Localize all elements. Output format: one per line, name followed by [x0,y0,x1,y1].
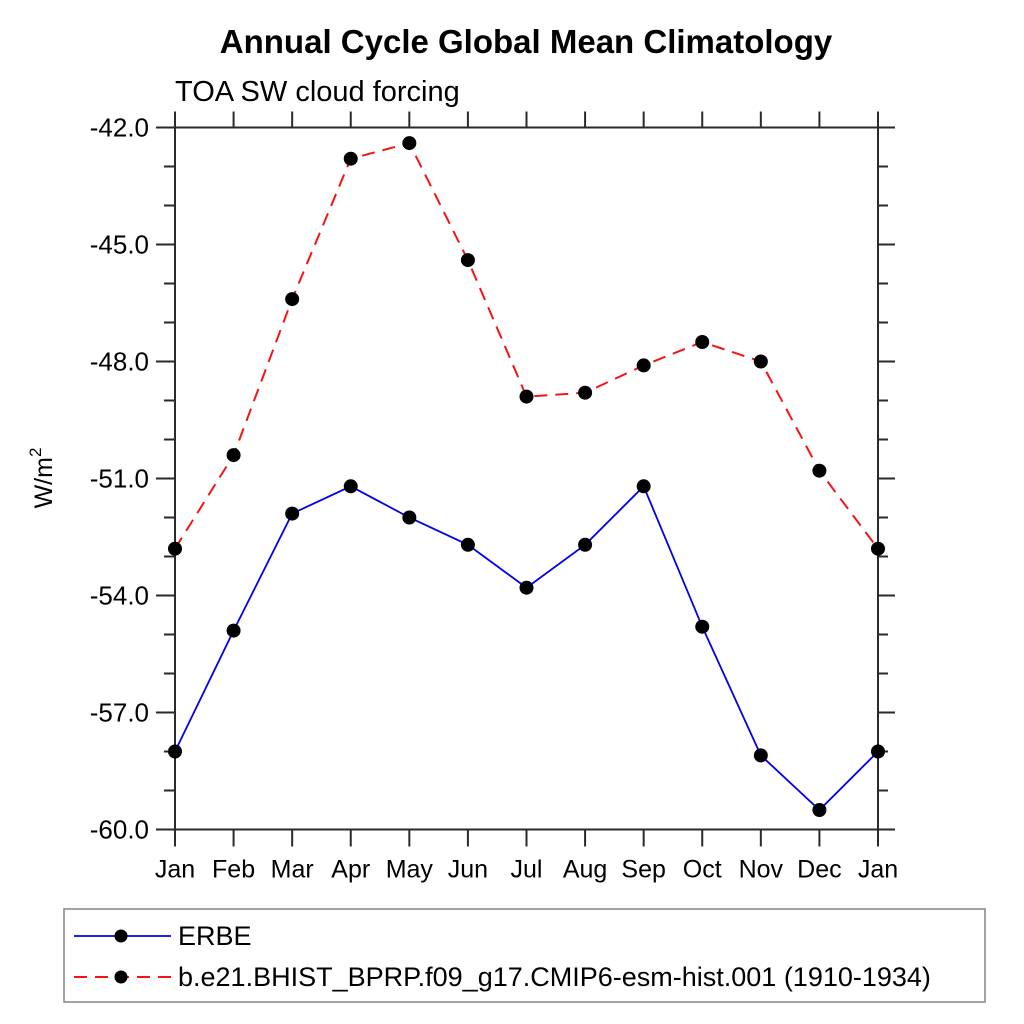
data-series [168,136,885,817]
data-point-marker [519,580,534,595]
x-tick-label: Nov [739,856,784,884]
y-tick-label: -60.0 [90,815,149,845]
data-point-marker [636,358,651,373]
x-tick-label: Jun [448,856,488,884]
chart-subtitle: TOA SW cloud forcing [175,76,460,108]
data-point-marker [168,541,182,556]
y-tick-label: -54.0 [90,581,149,611]
data-point-marker [402,510,417,525]
data-point-marker [871,541,885,556]
x-tick-label: May [386,856,434,884]
y-axis-label: W/m2 [26,448,58,509]
x-tick-label: Aug [563,856,607,884]
data-point-marker [343,151,358,166]
data-point-marker [871,744,885,759]
data-point-marker [753,748,768,763]
data-point-marker [460,253,475,268]
x-tick-label: Sep [621,856,665,884]
data-point-marker [168,744,182,759]
data-point-marker [636,479,651,494]
data-point-marker [285,506,300,521]
data-point-marker [226,448,241,463]
series-line [174,484,879,812]
x-tick-label: Oct [683,856,722,884]
x-tick-label: Apr [331,856,370,884]
data-point-marker [460,537,475,552]
x-tick-label: Jul [511,856,543,884]
chart-title: Annual Cycle Global Mean Climatology [220,23,833,60]
y-tick-label: -51.0 [90,464,149,494]
x-tick-label: Jan [858,856,898,884]
axes: Jan Feb Mar Apr May Jun Jul Aug Sep Oct Nov Dec Jan-… [90,111,898,884]
x-tick-label: Dec [797,856,841,884]
x-tick-label: Jan [155,856,195,884]
data-point-marker [812,463,827,478]
data-point-marker [343,479,358,494]
data-point-marker [753,354,768,369]
legend-marker [114,929,128,943]
legend: ERBE b.e21.BHIST_BPRP.f09_g17.CMIP6-esm-h… [63,908,986,1003]
x-tick-label: Feb [212,856,255,884]
data-point-marker [812,803,827,817]
x-tick-label: Mar [271,856,314,884]
legend-entry-erbe: ERBE [74,921,252,951]
legend-label: b.e21.BHIST_BPRP.f09_g17.CMIP6-esm-hist.… [178,962,931,992]
series-line [174,141,879,550]
data-point-marker [695,335,710,349]
data-point-marker [519,389,534,404]
data-point-marker [578,537,593,552]
legend-box [63,908,986,1003]
legend-entry-model: b.e21.BHIST_BPRP.f09_g17.CMIP6-esm-hist.… [74,962,931,992]
series-model [168,136,885,556]
data-point-marker [402,136,417,151]
y-tick-label: -48.0 [90,347,149,377]
legend-label: ERBE [178,921,252,951]
y-tick-label: -45.0 [90,230,149,260]
series-erbe [168,479,885,817]
data-point-marker [285,292,300,307]
y-tick-label: -57.0 [90,698,149,728]
data-point-marker [226,623,241,638]
legend-marker [114,970,128,984]
data-point-marker [695,619,710,634]
data-point-marker [578,385,593,400]
y-tick-label: -42.0 [90,113,149,143]
